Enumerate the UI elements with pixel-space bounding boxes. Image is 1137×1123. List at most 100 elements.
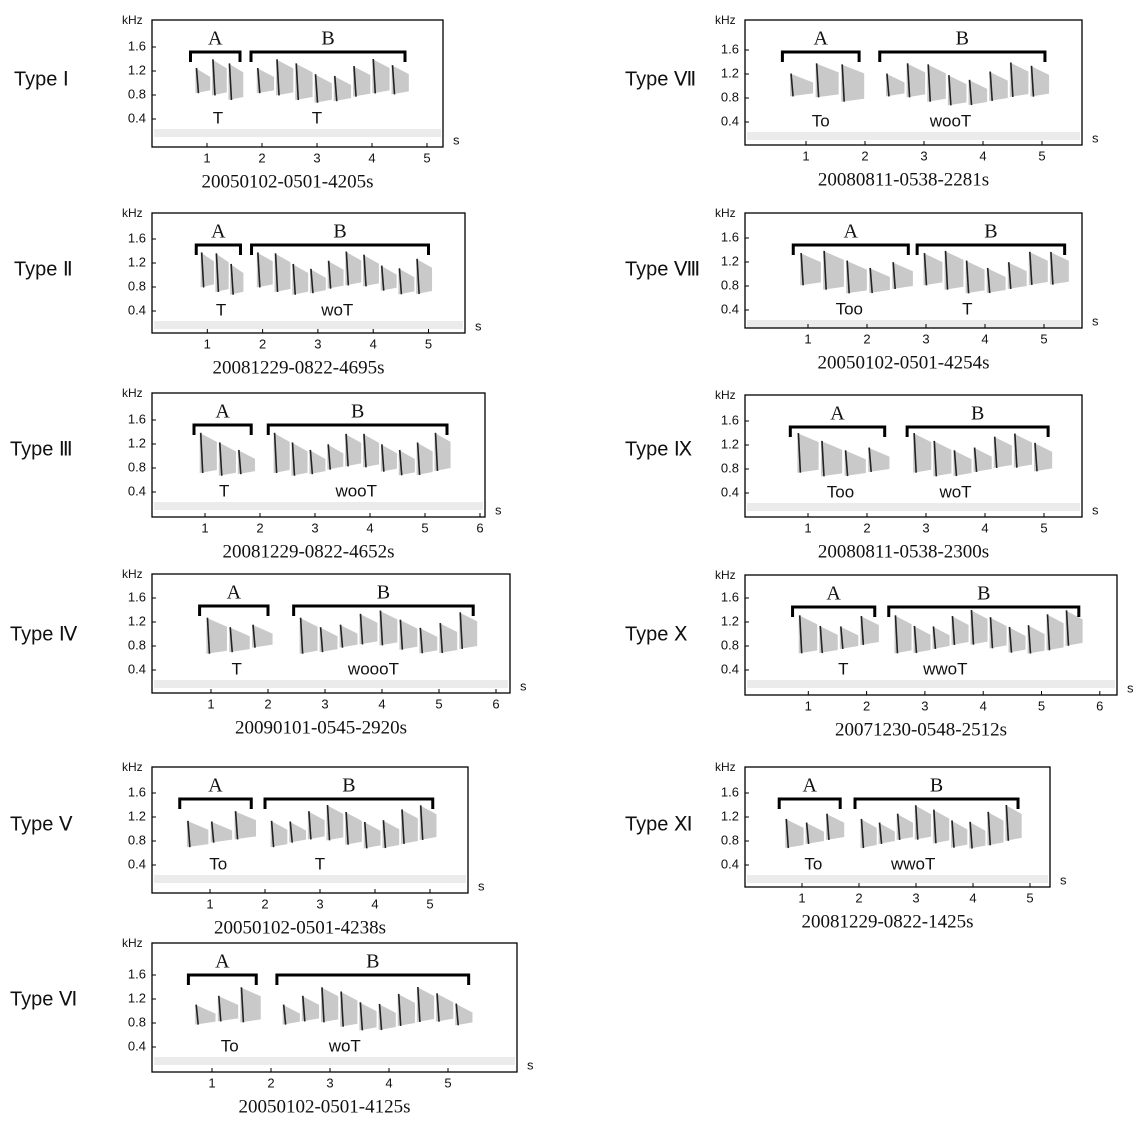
syllable-trace [234, 811, 257, 840]
syllable-trace [345, 811, 362, 845]
x-tick-label: 4 [368, 150, 375, 165]
syllable-label: T [962, 299, 972, 318]
y-unit: kHz [122, 760, 143, 774]
syllable-trace [319, 627, 338, 653]
syllable-trace [382, 820, 400, 849]
syllable-trace [953, 450, 972, 477]
y-tick-label: 1.6 [128, 230, 146, 245]
syllable-stroke [359, 613, 364, 645]
section-label: A [802, 775, 817, 797]
section-label: B [977, 583, 990, 605]
y-tick-label: 0.8 [721, 89, 739, 104]
type-label: Type Ⅺ [625, 813, 693, 835]
spectrogram-panel: Type Ⅳ kHz 1.6 1.2 0.8 0.4 1 2 3 4 5 6 s A B T woooT 2009… [10, 567, 527, 738]
recording-caption: 20081229-0822-4695s [212, 357, 384, 378]
y-tick-label: 0.4 [128, 661, 146, 676]
type-label: Type Ⅹ [625, 623, 688, 645]
syllable-trace [399, 619, 418, 650]
syllable-stroke [826, 813, 830, 841]
syllable-stroke [345, 251, 350, 286]
syllable-stroke [397, 993, 402, 1027]
syllable-label: To [209, 854, 227, 873]
x-tick-label: 4 [969, 890, 976, 905]
y-tick-label: 1.2 [128, 808, 146, 823]
spectrogram-panel: Type Ⅸ kHz 1.6 1.2 0.8 0.4 1 2 3 4 5 s A B Too woT 20080… [625, 388, 1099, 562]
syllable-stroke [340, 991, 344, 1027]
syllable-trace [380, 265, 397, 291]
x-tick-label: 1 [207, 696, 214, 711]
plot-frame [744, 574, 1118, 696]
syllable-trace [199, 432, 217, 473]
syllable-stroke [455, 1003, 460, 1026]
syllable-trace [363, 821, 381, 849]
syllable-trace [307, 811, 325, 840]
spectrogram-panel: Type Ⅶ kHz 1.6 1.2 0.8 0.4 1 2 3 4 5 s A B To wooT 20080… [625, 13, 1099, 190]
syllable-stroke [923, 253, 928, 286]
syllable-stroke [270, 820, 275, 848]
section-bracket [189, 50, 242, 62]
section-bracket [878, 50, 1047, 62]
syllable-trace [969, 821, 986, 849]
noise-band [154, 680, 508, 688]
y-tick-label: 0.4 [721, 661, 739, 676]
syllable-trace [1007, 262, 1027, 289]
section-label: A [826, 583, 841, 605]
syllable-trace [333, 75, 352, 102]
x-tick-label: 3 [922, 520, 929, 535]
syllable-stroke [381, 444, 385, 472]
y-tick-label: 1.2 [128, 990, 146, 1005]
recording-caption: 20081229-0822-1425s [801, 911, 973, 932]
syllable-trace [419, 805, 437, 840]
syllable-trace [973, 447, 992, 472]
syllable-trace [989, 71, 1008, 101]
plot-frame [151, 573, 511, 694]
syllable-trace [309, 268, 326, 294]
syllable-trace [210, 821, 233, 843]
x-tick-label: 1 [805, 698, 812, 713]
y-tick-label: 0.4 [721, 856, 739, 871]
syllable-stroke [886, 73, 890, 97]
syllable-trace [914, 805, 932, 840]
syllable-stroke [785, 818, 790, 849]
syllable-trace [256, 68, 275, 94]
x-tick-label: 4 [371, 896, 378, 911]
spectrogram-panel: Type Ⅺ kHz 1.6 1.2 0.8 0.4 1 2 3 4 5 s A B To wwoT 20081… [625, 760, 1067, 932]
syllable-trace [970, 610, 988, 645]
x-tick-label: 1 [798, 890, 805, 905]
syllable-trace [200, 252, 214, 288]
recording-caption: 20050102-0501-4125s [238, 1096, 410, 1117]
y-unit: kHz [122, 936, 143, 950]
syllable-trace [1030, 65, 1050, 97]
syllable-stroke [1029, 251, 1033, 285]
y-unit: kHz [715, 568, 736, 582]
x-tick-label: 2 [863, 698, 870, 713]
syllable-trace [933, 440, 952, 477]
syllable-stroke [379, 610, 384, 646]
syllable-trace [211, 59, 227, 96]
syllable-trace [398, 268, 415, 295]
x-tick-label: 3 [921, 698, 928, 713]
syllable-label: woT [938, 482, 971, 501]
syllable-stroke [1005, 804, 1010, 841]
section-bracket [292, 604, 475, 616]
syllable-trace [1034, 442, 1053, 472]
y-tick-label: 0.4 [128, 110, 146, 125]
syllable-stroke [987, 811, 992, 846]
recording-caption: 20090101-0545-2920s [235, 717, 407, 738]
x-tick-label: 6 [476, 520, 483, 535]
y-tick-label: 1.6 [128, 589, 146, 604]
syllable-stroke [846, 260, 850, 294]
syllable-label: T [312, 108, 322, 127]
syllable-trace [379, 610, 398, 646]
x-unit: s [1092, 130, 1099, 145]
x-tick-label: 5 [435, 696, 442, 711]
syllable-stroke [416, 442, 421, 476]
syllable-stroke [416, 258, 420, 295]
x-tick-label: 4 [378, 696, 385, 711]
x-tick-label: 4 [981, 520, 988, 535]
syllable-trace [785, 818, 804, 849]
section-bracket [263, 797, 435, 809]
syllable-label: wwoT [890, 854, 935, 873]
syllable-trace [401, 809, 418, 844]
section-bracket [887, 605, 1081, 617]
